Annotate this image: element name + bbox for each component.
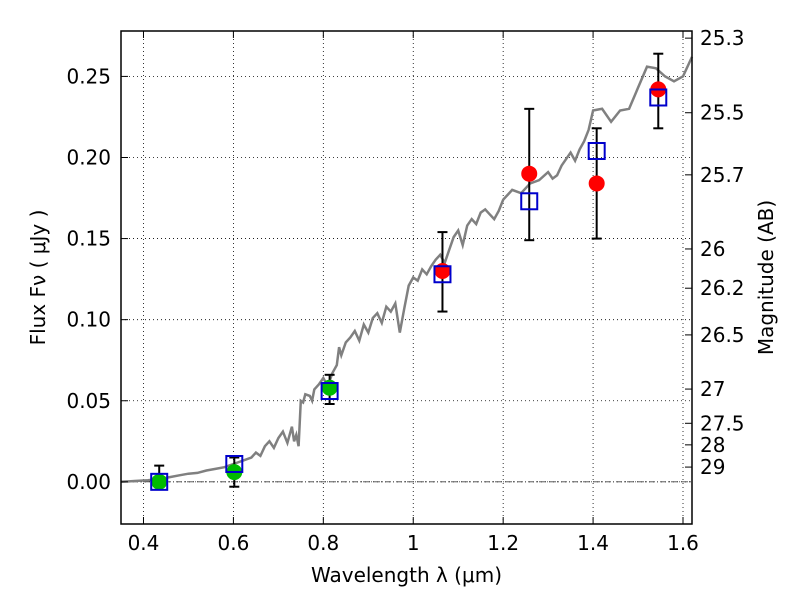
plot-data	[120, 52, 694, 491]
x-tick-label-2: 0.8	[307, 531, 339, 555]
y-tick-label-2: 0.10	[66, 308, 111, 332]
model-squares	[150, 88, 668, 491]
right-tick-label-3: 26	[700, 237, 725, 261]
model-square-4	[520, 192, 539, 211]
model-square-3	[433, 265, 452, 284]
right-tick-label-5: 26.5	[700, 323, 745, 347]
right-tick-label-4: 26.2	[700, 276, 745, 300]
x-tick-label-5: 1.4	[577, 531, 609, 555]
y-axis-ticks: 0.00 0.05 0.10 0.15 0.20 0.25	[66, 64, 128, 494]
y-tick-label-0: 0.00	[66, 470, 111, 494]
x-tick-label-3: 1	[407, 531, 420, 555]
x-tick-label-6: 1.6	[667, 531, 699, 555]
grid-lines	[121, 31, 692, 524]
error-bars	[154, 52, 664, 488]
model-square-1	[225, 454, 244, 473]
model-square-6	[649, 88, 668, 107]
right-axis-label: Magnitude (AB)	[754, 200, 778, 355]
spectrum-line	[120, 56, 694, 484]
x-tick-label-4: 1.2	[487, 531, 519, 555]
red-point-2	[588, 175, 605, 192]
y-tick-label-3: 0.15	[66, 227, 111, 251]
right-tick-label-9: 29	[700, 455, 725, 479]
y-axis-label: Flux Fν ( μJy )	[26, 210, 50, 346]
model-square-5	[587, 142, 606, 161]
model-square-2	[320, 382, 339, 401]
y-tick-label-1: 0.05	[66, 389, 111, 413]
x-tick-label-1: 0.6	[217, 531, 249, 555]
right-tick-label-7: 27.5	[700, 411, 745, 435]
right-tick-label-1: 25.5	[700, 101, 745, 125]
plot-frame	[120, 30, 693, 525]
right-tick-label-0: 25.3	[700, 26, 745, 50]
y-tick-label-4: 0.20	[66, 145, 111, 169]
model-square-0	[150, 472, 169, 491]
right-tick-label-8: 28	[700, 433, 725, 457]
red-point-1	[521, 165, 538, 182]
right-tick-label-6: 27	[700, 377, 725, 401]
x-axis-ticks: 0.4 0.6 0.8 1 1.2 1.4 1.6	[128, 31, 699, 555]
right-tick-label-2: 25.7	[700, 163, 745, 187]
y-tick-label-5: 0.25	[66, 64, 111, 88]
x-tick-label-0: 0.4	[128, 531, 160, 555]
x-axis-label: Wavelength λ (μm)	[311, 563, 502, 587]
green-point-0	[151, 473, 168, 490]
